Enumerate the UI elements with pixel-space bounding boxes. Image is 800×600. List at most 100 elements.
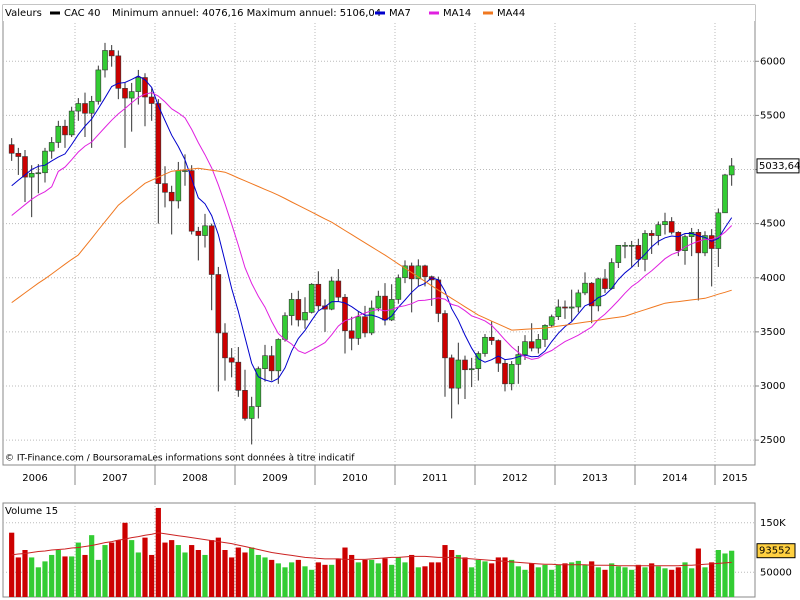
volume-bar bbox=[202, 554, 208, 597]
volume-bar bbox=[215, 537, 221, 597]
volume-bar bbox=[395, 557, 401, 597]
x-tick-label: 2012 bbox=[502, 473, 527, 484]
candle-body bbox=[295, 299, 302, 321]
volume-bar bbox=[15, 557, 21, 597]
candle-body bbox=[122, 88, 128, 99]
legend-label: MA7 bbox=[389, 8, 411, 19]
ma-line bbox=[11, 167, 732, 331]
candle-body bbox=[462, 359, 468, 371]
candle-body bbox=[288, 299, 295, 316]
candle-body bbox=[355, 316, 362, 339]
candle-body bbox=[128, 91, 135, 99]
candle-body bbox=[155, 103, 162, 184]
volume-bar bbox=[155, 507, 161, 597]
candle-body bbox=[235, 361, 242, 391]
volume-bar bbox=[709, 562, 715, 597]
candle-body bbox=[442, 313, 448, 359]
volume-bar bbox=[682, 562, 688, 597]
volume-bar bbox=[302, 566, 308, 597]
volume-bar bbox=[389, 564, 395, 597]
volume-bar bbox=[282, 567, 288, 597]
volume-bar bbox=[429, 562, 435, 597]
candle-body bbox=[522, 341, 528, 355]
volume-bar bbox=[209, 540, 215, 597]
volume-bar bbox=[369, 559, 375, 597]
y-tick-label: 150K bbox=[760, 518, 786, 529]
range-text: Minimum annuel: 4076,16 Maximum annuel: … bbox=[112, 8, 381, 19]
candle-body bbox=[675, 231, 682, 251]
volume-bar bbox=[515, 566, 521, 597]
y-tick-label: 3500 bbox=[760, 327, 785, 338]
candle-body bbox=[708, 235, 715, 249]
volume-bar bbox=[195, 550, 201, 597]
volume-bar bbox=[309, 569, 315, 597]
volume-bar bbox=[522, 569, 528, 597]
volume-bar bbox=[582, 564, 588, 597]
volume-bar bbox=[289, 562, 295, 597]
volume-bar bbox=[542, 564, 548, 597]
candle-body bbox=[115, 55, 122, 89]
y-tick-label: 3000 bbox=[760, 381, 785, 392]
volume-bar bbox=[715, 550, 721, 597]
candle-body bbox=[568, 306, 575, 309]
volume-bar bbox=[95, 559, 101, 597]
x-tick-label: 2015 bbox=[722, 473, 747, 484]
candle-body bbox=[375, 295, 382, 309]
candle-body bbox=[702, 235, 708, 254]
candle-body bbox=[468, 368, 475, 371]
volume-bar bbox=[275, 563, 281, 597]
volume-bar bbox=[655, 566, 661, 597]
volume-bar bbox=[149, 554, 155, 597]
y-tick-label: 50000 bbox=[760, 567, 792, 578]
candle-body bbox=[622, 244, 628, 247]
candle-body bbox=[382, 295, 388, 321]
candle-body bbox=[22, 156, 28, 178]
candle-body bbox=[55, 125, 62, 143]
candle-body bbox=[95, 69, 102, 102]
y-tick-label: 4500 bbox=[760, 219, 785, 230]
volume-bar bbox=[162, 542, 168, 597]
volume-bar bbox=[169, 540, 175, 597]
candle-body bbox=[215, 274, 222, 334]
last-price-box bbox=[756, 158, 800, 174]
candle-body bbox=[182, 170, 188, 172]
candle-body bbox=[495, 340, 502, 364]
candle-body bbox=[402, 265, 408, 279]
volume-bar bbox=[602, 569, 608, 597]
candle-body bbox=[82, 103, 88, 114]
candle-body bbox=[368, 307, 375, 334]
candle-body bbox=[628, 244, 635, 247]
volume-bar bbox=[89, 535, 95, 597]
candle-body bbox=[548, 316, 555, 326]
volume-bar bbox=[689, 568, 695, 597]
volume-bar bbox=[382, 558, 388, 597]
candle-body bbox=[62, 125, 68, 136]
volume-bar bbox=[362, 559, 368, 597]
volume-bar bbox=[222, 550, 228, 597]
volume-bar bbox=[329, 564, 335, 597]
candle-body bbox=[362, 316, 368, 334]
volume-bar bbox=[609, 563, 615, 597]
volume-title: Volume 15 bbox=[5, 506, 58, 517]
candle-body bbox=[268, 355, 275, 372]
volume-bar bbox=[555, 564, 561, 597]
volume-bar bbox=[462, 557, 468, 597]
candle-body bbox=[608, 262, 615, 289]
candle-body bbox=[75, 103, 82, 112]
volume-bar bbox=[495, 557, 501, 597]
candle-body bbox=[502, 362, 508, 385]
candle-body bbox=[602, 278, 608, 289]
volume-bar bbox=[649, 563, 655, 597]
volume-bar bbox=[75, 542, 81, 597]
candle-body bbox=[415, 265, 422, 280]
volume-bar bbox=[502, 557, 508, 597]
last-volume-box bbox=[756, 543, 796, 559]
volume-bar bbox=[82, 554, 88, 597]
ma-line bbox=[11, 75, 733, 383]
legend-label: MA14 bbox=[443, 8, 471, 19]
candle-body bbox=[142, 77, 148, 98]
volume-bar bbox=[415, 567, 421, 597]
volume-bar bbox=[355, 562, 361, 597]
